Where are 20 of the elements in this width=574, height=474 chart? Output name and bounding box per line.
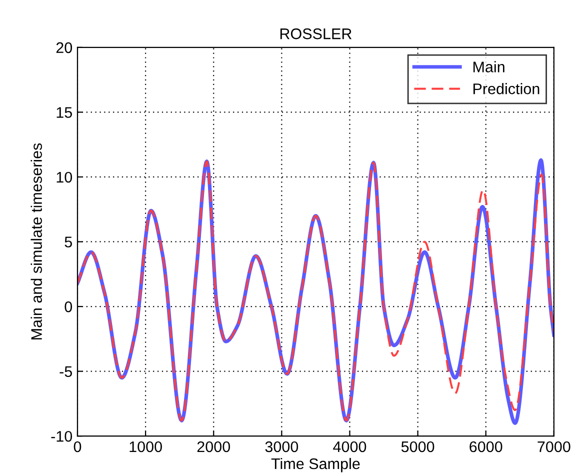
x-tick-label: 7000 xyxy=(538,441,570,452)
x-tick-label: 0 xyxy=(74,441,82,452)
x-tick-label: 2000 xyxy=(197,441,230,452)
chart-title: ROSSLER xyxy=(280,28,352,40)
x-tick-label: 5000 xyxy=(401,441,434,452)
y-tick-label: 0 xyxy=(64,301,72,312)
legend-label: Prediction xyxy=(473,83,540,94)
y-tick-label: 15 xyxy=(56,107,72,118)
x-tick-label: 4000 xyxy=(333,441,366,452)
x-tick-label: 3000 xyxy=(265,441,298,452)
y-tick-label: 5 xyxy=(64,236,72,248)
y-tick-label: -10 xyxy=(51,430,72,442)
y-tick-label: -5 xyxy=(60,366,72,377)
y-axis-title: Main and simulate timeseries xyxy=(30,143,42,340)
y-tick-label: 20 xyxy=(56,42,72,54)
x-tick-label: 1000 xyxy=(130,441,162,452)
x-tick-label: 6000 xyxy=(470,441,502,452)
x-axis-title: Time Sample xyxy=(271,458,360,472)
legend-label: Main xyxy=(473,61,504,72)
y-tick-label: 10 xyxy=(56,172,72,183)
